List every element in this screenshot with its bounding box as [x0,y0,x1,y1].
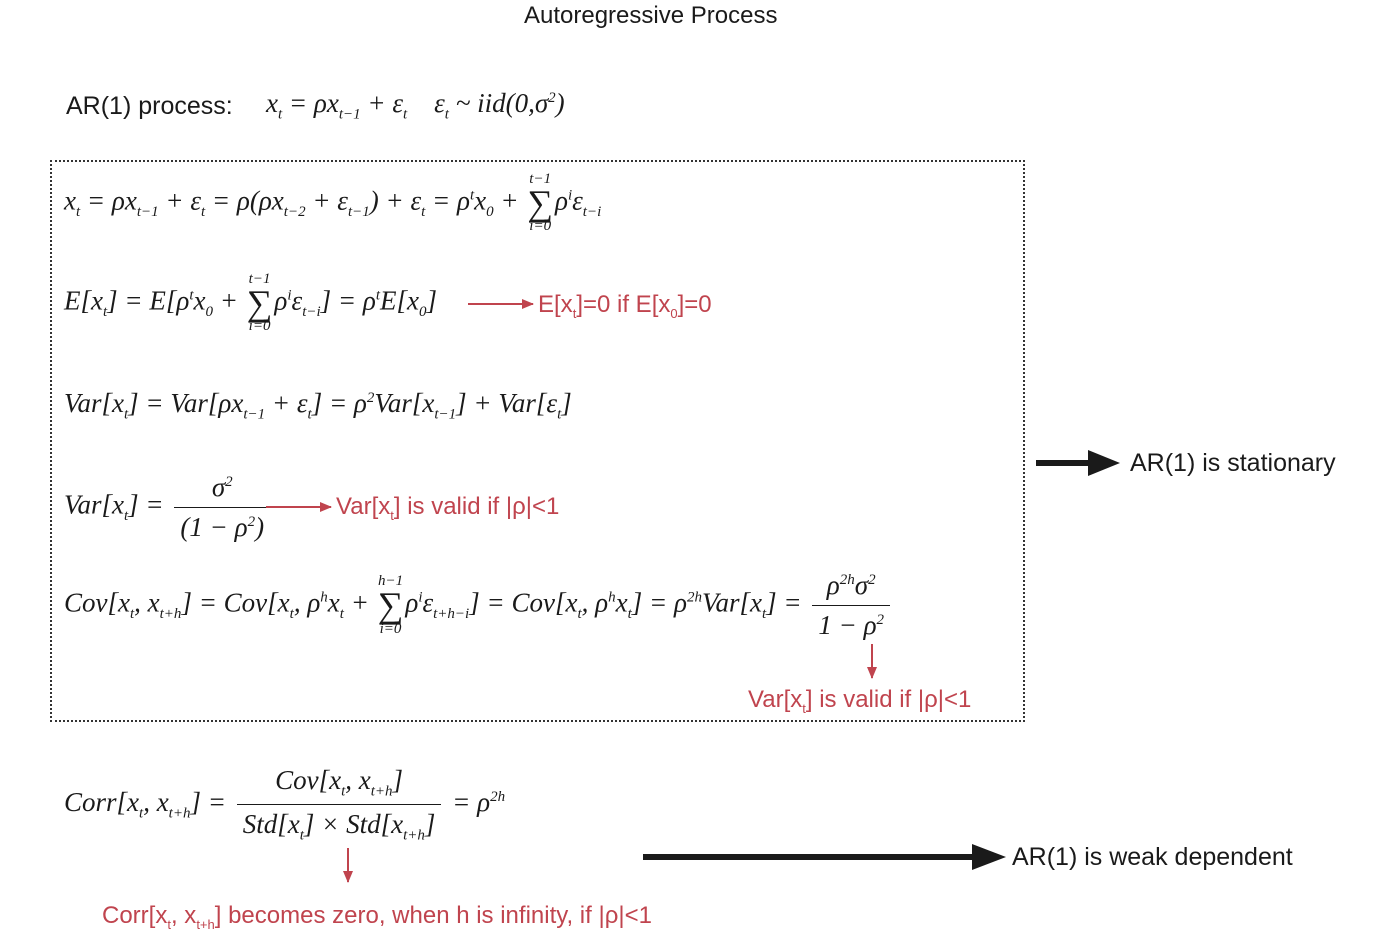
process-label: AR(1) process: [66,92,233,120]
diagram-title: Autoregressive Process [524,2,778,29]
expectation-note: E[xt]=0 if E[x0]=0 [538,291,712,321]
correlation-note: Corr[xt, xt+h] becomes zero, when h is i… [102,902,652,932]
covariance-note: Var[xt] is valid if |ρ|<1 [748,686,972,716]
derivation-box [50,160,1025,722]
covariance-equation: Cov[xt, xt+h] = Cov[xt, ρhxt + h−1 ∑ i=0 ρi… [64,570,894,641]
weak-dependent-result: AR(1) is weak dependent [1012,843,1293,871]
variance-note: Var[xt] is valid if |ρ|<1 [336,493,560,523]
correlation-equation: Corr[xt, xt+h] = Cov[xt, xt+h] Std[xt] × … [64,765,506,844]
variance-equation: Var[xt] = σ2 (1 − ρ2) [64,472,274,543]
expansion-equation: xt = ρxt−1 + εt = ρ(ρxt−2 + εt−1) + εt =… [64,171,602,235]
stationary-result: AR(1) is stationary [1130,449,1336,477]
stationary-arrow [1036,450,1120,476]
variance-recursion-equation: Var[xt] = Var[ρxt−1 + εt] = ρ2Var[xt−1] … [64,388,572,423]
expectation-equation: E[xt] = E[ρtx0 + t−1 ∑ i=0 ρiεt−i] = ρtE[x0… [64,271,438,335]
process-equation: xt = ρxt−1 + εt εt ~ iid(0,σ2) [266,88,565,123]
weak-dependent-arrow [643,844,1006,870]
